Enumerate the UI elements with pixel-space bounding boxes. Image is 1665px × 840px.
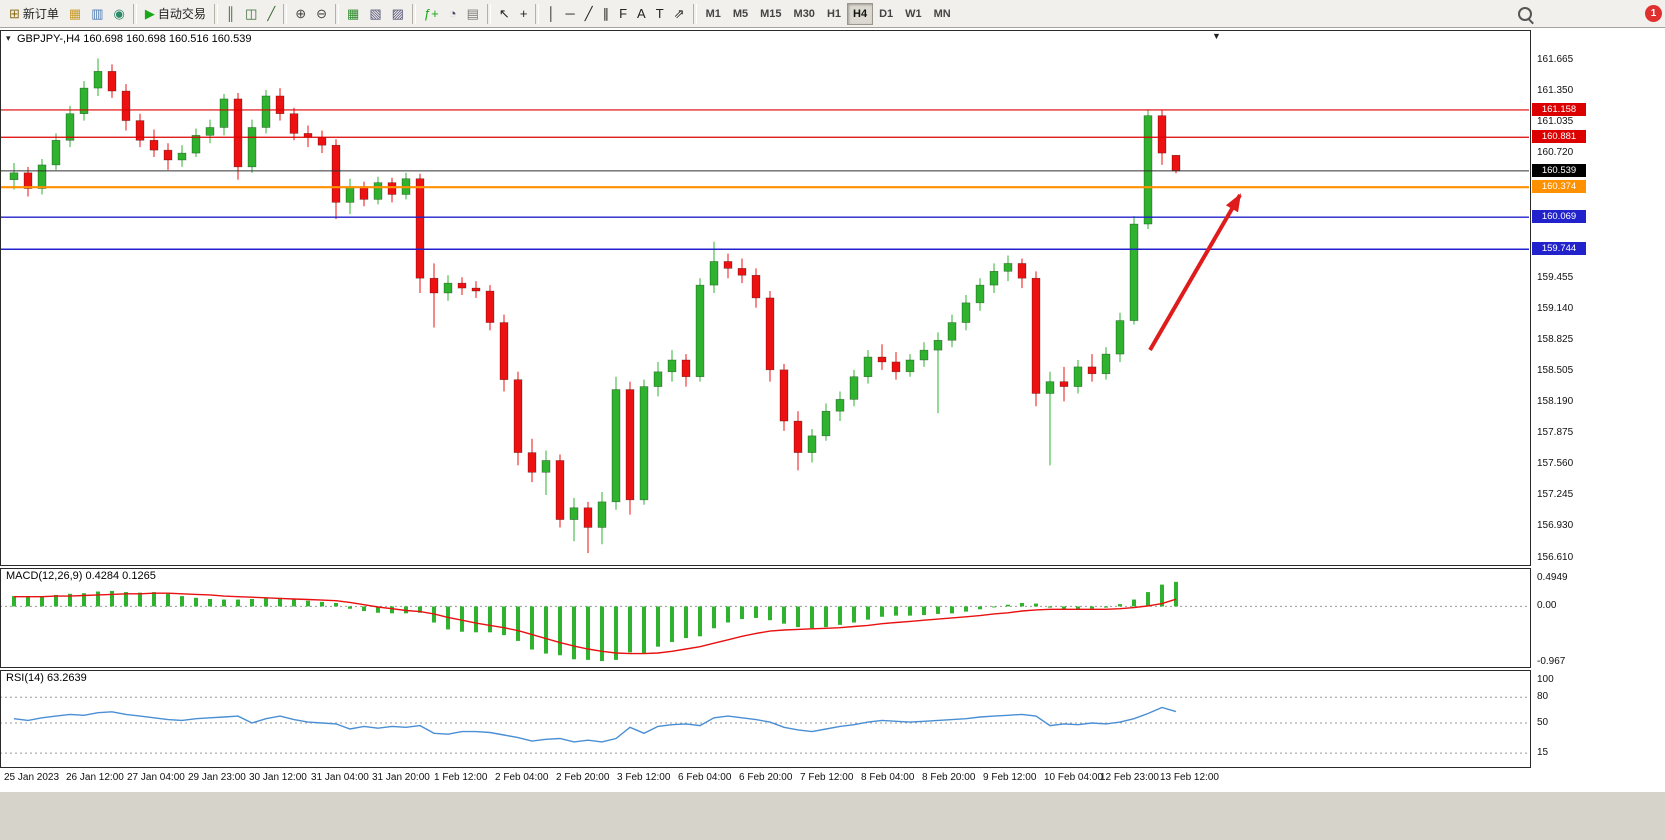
cursor-button[interactable]: ↖ xyxy=(494,3,515,25)
toolbar-separator xyxy=(132,3,137,24)
new-order-label: 新订单 xyxy=(22,7,59,21)
indicators-icon: ƒ+ xyxy=(423,6,439,21)
cursor-icon: ↖ xyxy=(498,6,510,21)
zoom-out-icon: ⊖ xyxy=(316,6,328,21)
price-chart-canvas[interactable] xyxy=(0,30,1531,566)
market-watch-icon: ◉ xyxy=(113,6,125,21)
line-chart-icon: ╱ xyxy=(267,6,276,21)
rsi-line xyxy=(13,706,1177,743)
timeframe-button-H4[interactable]: H4 xyxy=(847,2,874,25)
horizontal-line-icon: ─ xyxy=(565,6,575,21)
candles[interactable] xyxy=(9,58,1181,554)
bar-chart-button[interactable]: ║ xyxy=(221,3,240,25)
new-order-button[interactable]: ⊞ 新订单 xyxy=(4,3,64,25)
toolbar-separator xyxy=(283,3,288,24)
trendline-button[interactable]: ╱ xyxy=(580,3,598,25)
toolbar-separator xyxy=(535,3,540,24)
timeframe-button-M30[interactable]: M30 xyxy=(788,3,821,25)
crosshair-icon: + xyxy=(519,6,528,21)
autotrading-button[interactable]: ▶ 自动交易 xyxy=(140,3,211,25)
profiles-icon: ▥ xyxy=(91,6,104,21)
text-label-button[interactable]: T xyxy=(651,3,669,25)
arrows-icon: ⇗ xyxy=(673,6,685,21)
market-watch-button[interactable]: ◉ xyxy=(109,3,130,25)
timeframe-button-W1[interactable]: W1 xyxy=(899,3,928,25)
arrows-button[interactable]: ⇗ xyxy=(669,3,690,25)
cascade-windows-button[interactable]: ▧ xyxy=(364,3,386,25)
toolbar-separator xyxy=(335,3,340,24)
macd-canvas[interactable] xyxy=(0,568,1531,668)
crosshair-button[interactable]: + xyxy=(515,3,533,25)
chart-window-background xyxy=(0,28,1665,792)
text-button[interactable]: A xyxy=(632,3,651,25)
timeframe-group: M1 M5 M15 M30 H1 H4 D1 W1 MN xyxy=(700,2,957,25)
trend-arrow[interactable] xyxy=(1148,193,1242,352)
chart-shift-marker[interactable]: ▼ xyxy=(1212,31,1221,41)
chart-title: GBPJPY-,H4 160.698 160.698 160.516 160.5… xyxy=(17,33,252,45)
candlestick-chart-icon: ◫ xyxy=(245,6,258,21)
periods-icon: ◔ xyxy=(448,6,457,21)
channel-icon: ∥ xyxy=(602,6,610,21)
text-icon: A xyxy=(637,6,646,21)
periods-button[interactable]: ◔ xyxy=(444,3,462,25)
zoom-out-button[interactable]: ⊖ xyxy=(311,3,332,25)
candlestick-chart-button[interactable]: ◫ xyxy=(240,3,262,25)
toolbar-items: ⊞ 新订单 ▦ ▥ ◉ ▶ 自动交易 ║ ◫ ╱ ⊕ ⊖ ▦ ▧ ▨ ƒ+ ◔ ▤ ↖ + │ ─ ╱ ∥ F A T ⇗ xyxy=(4,3,700,25)
bar-chart-icon: ║ xyxy=(225,6,236,21)
fibonacci-button[interactable]: F xyxy=(614,3,632,25)
new-chart-button[interactable]: ▦ xyxy=(64,3,86,25)
toolbar-separator xyxy=(486,3,491,24)
one-click-trading-toggle[interactable]: ▾ xyxy=(6,33,11,43)
vertical-line-button[interactable]: │ xyxy=(542,3,560,25)
tile-windows-button[interactable]: ▦ xyxy=(342,3,364,25)
cascade-windows-icon: ▧ xyxy=(369,6,382,21)
templates-button[interactable]: ▤ xyxy=(462,3,484,25)
templates-icon: ▤ xyxy=(466,6,479,21)
macd-signal-line xyxy=(14,592,1177,655)
text-label-icon: T xyxy=(655,6,664,21)
arrange-windows-icon: ▨ xyxy=(391,6,404,21)
timeframe-button-M1[interactable]: M1 xyxy=(700,3,727,25)
indicators-button[interactable]: ƒ+ xyxy=(419,3,444,25)
fibonacci-icon: F xyxy=(619,6,628,21)
autotrading-icon: ▶ xyxy=(144,6,155,21)
timeframe-button-M15[interactable]: M15 xyxy=(754,3,787,25)
vertical-line-icon: │ xyxy=(547,6,556,21)
macd-label: MACD(12,26,9) 0.4284 0.1265 xyxy=(6,570,156,582)
autotrading-label: 自动交易 xyxy=(157,7,206,21)
timeframe-button-H1[interactable]: H1 xyxy=(821,3,847,25)
trendline-icon: ╱ xyxy=(584,6,593,21)
new-chart-icon: ▦ xyxy=(68,6,82,21)
toolbar-separator xyxy=(213,3,218,24)
toolbar: ⊞ 新订单 ▦ ▥ ◉ ▶ 自动交易 ║ ◫ ╱ ⊕ ⊖ ▦ ▧ ▨ ƒ+ ◔ ▤ ↖ + │ ─ ╱ ∥ F A T ⇗ M1 M5 M… xyxy=(0,0,1665,28)
timeframe-button-D1[interactable]: D1 xyxy=(873,3,899,25)
new-order-icon: ⊞ xyxy=(9,6,20,21)
search-icon[interactable] xyxy=(1518,7,1532,21)
notification-badge[interactable]: 1 xyxy=(1645,5,1662,22)
rsi-canvas[interactable] xyxy=(0,670,1531,768)
toolbar-separator xyxy=(692,3,697,24)
tile-windows-icon: ▦ xyxy=(347,6,360,21)
channel-button[interactable]: ∥ xyxy=(598,3,615,25)
toolbar-separator xyxy=(411,3,416,24)
timeframe-button-MN[interactable]: MN xyxy=(928,3,957,25)
line-chart-button[interactable]: ╱ xyxy=(262,3,280,25)
zoom-in-button[interactable]: ⊕ xyxy=(290,3,311,25)
profiles-button[interactable]: ▥ xyxy=(86,3,108,25)
horizontal-line-button[interactable]: ─ xyxy=(561,3,580,25)
rsi-label: RSI(14) 63.2639 xyxy=(6,672,87,684)
zoom-in-icon: ⊕ xyxy=(295,6,307,21)
timeframe-button-M5[interactable]: M5 xyxy=(727,3,754,25)
arrange-windows-button[interactable]: ▨ xyxy=(387,3,409,25)
